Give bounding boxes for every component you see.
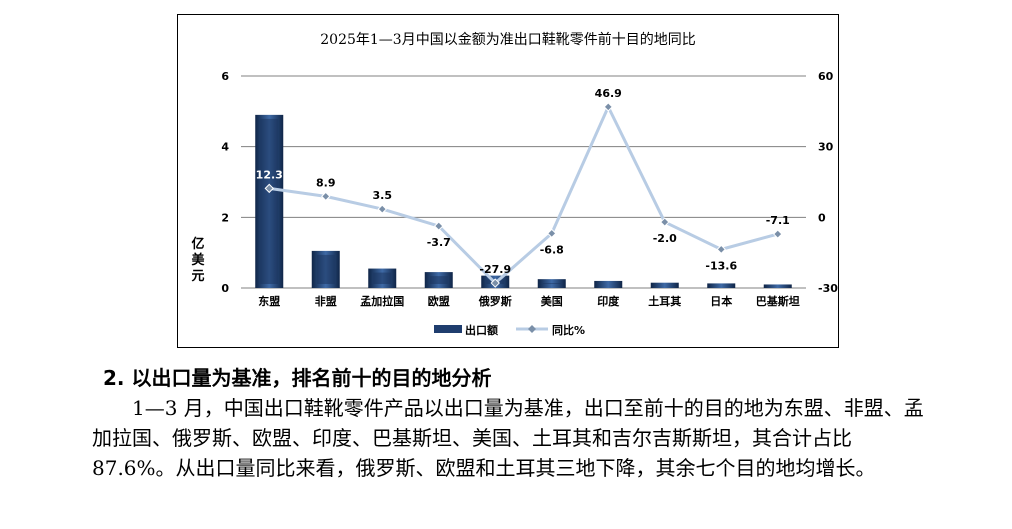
y-left-axis-label-char: 美 [191,252,205,268]
y-left-tick-label: 6 [221,70,229,83]
line-marker [660,217,670,227]
y-left-axis-label-char: 亿 [191,236,204,252]
line-series [264,102,783,288]
bar-group [594,280,623,288]
x-tick-label: 日本 [710,294,732,308]
x-tick-label: 美国 [541,294,563,308]
y-right-tick-label: 60 [818,70,834,83]
y-left-tick-label: 2 [221,211,229,224]
article-paragraph: 1—3 月，中国出口鞋靴零件产品以出口量为基准，出口至前十的目的地为东盟、非盟、… [92,396,924,480]
x-tick-label: 巴基斯坦 [756,294,800,308]
bar-group [650,282,679,288]
line-marker [434,221,444,231]
chart-title: 2025年1—3月中国以金额为准出口鞋靴零件前十目的地同比 [320,31,695,48]
line-marker [773,229,783,239]
data-labels: 12.3 8.9 3.5 -3.7 -27.9 -6.8 46.9 -2.0 -13.6 -7.1 [256,87,790,276]
legend: 出口额 同比% [434,323,585,337]
line-data-label: -7.1 [766,214,790,227]
line-data-label: -6.8 [540,243,564,256]
bar-group [424,272,453,288]
y-left-tick-label: 4 [221,141,229,154]
combo-chart: 2025年1—3月中国以金额为准出口鞋靴零件前十目的地同比 12.3 8.9 3.5… [191,31,838,337]
bar-group [707,283,736,288]
bar-series [255,114,792,288]
x-tick-label: 东盟 [258,294,280,308]
y-right-tick-label: 0 [818,211,826,224]
line-marker [377,204,387,214]
line-data-label: -27.9 [479,263,511,276]
y-right-tick-label: -30 [818,282,838,295]
chart-frame: 2025年1—3月中国以金额为准出口鞋靴零件前十目的地同比 12.3 8.9 3.5… [177,14,839,348]
x-tick-label: 孟加拉国 [360,294,404,308]
x-tick-label: 土耳其 [648,294,681,308]
line-marker [490,278,500,288]
legend-bar-swatch [434,325,462,333]
line-data-label: -3.7 [427,236,451,249]
bar-bevel [542,283,561,284]
section-heading: 2. 以出口量为基准，排名前十的目的地分析 [103,366,492,390]
y-left-tick-label: 0 [221,282,229,295]
bar-bevel [260,118,279,284]
legend-line-label: 同比% [552,323,585,337]
x-tick-label: 欧盟 [428,294,450,308]
line-marker [716,244,726,255]
bar-group [368,268,397,288]
line-marker [603,102,613,112]
x-tick-label: 非盟 [315,294,337,308]
line-marker [321,191,331,202]
x-tick-label: 印度 [597,294,620,308]
line-path [269,105,779,285]
line-data-label: 46.9 [595,87,622,100]
bar-bevel [373,272,392,284]
legend-line-marker [528,325,536,333]
bar-group [311,250,340,288]
article-body: 1—3 月，中国出口鞋靴零件产品以出口量为基准，出口至前十的目的地为东盟、非盟、… [92,393,932,483]
bar [594,280,623,288]
y-left-axis-label-char: 元 [191,269,204,284]
line-data-label: -13.6 [705,259,737,272]
line-marker [264,183,274,194]
x-tick-label: 俄罗斯 [478,294,512,308]
bar [707,283,736,288]
legend-bar-label: 出口额 [465,323,498,337]
bar-group [763,284,792,288]
bar-bevel [316,254,335,284]
line-data-label: -2.0 [653,232,677,245]
line-data-label: 8.9 [316,176,336,189]
bar-bevel [429,276,448,284]
line-marker [547,228,557,239]
line-data-label: 3.5 [373,189,393,202]
bar-group [537,279,566,288]
y-right-tick-label: 30 [818,141,834,154]
bar-group [255,114,284,288]
bar [650,282,679,288]
line-data-label: 12.3 [256,168,283,181]
bar [763,284,792,288]
